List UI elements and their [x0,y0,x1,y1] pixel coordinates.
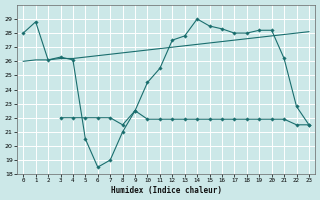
X-axis label: Humidex (Indice chaleur): Humidex (Indice chaleur) [111,186,221,195]
